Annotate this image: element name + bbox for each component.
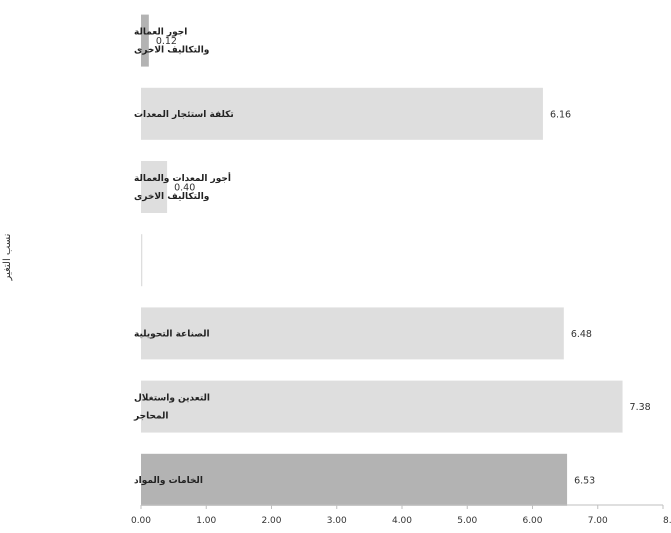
data-label-6: 6.53: [574, 475, 595, 486]
x-tick-label-1: 1.00: [196, 516, 216, 526]
bar-1: [141, 87, 543, 140]
category-label-0-line-0: اجور العمالة: [134, 28, 187, 38]
x-axis-ticks: 0.00 1.00 2.00 3.00 4.00 5.00 6.00 7.00 8.00: [131, 505, 671, 526]
x-tick-label-6: 6.00: [522, 516, 542, 526]
x-tick-label-5: 5.00: [457, 516, 477, 526]
bar-6: [141, 453, 568, 506]
bar-4: [141, 307, 564, 360]
category-label-1-line-0: تكلفة استئجار المعدات: [134, 110, 234, 120]
category-label-6-line-0: الخامات والمواد: [134, 476, 203, 486]
y-axis-title: نسب التغير: [2, 234, 13, 282]
data-label-5: 7.38: [630, 402, 651, 413]
x-tick-label-2: 2.00: [261, 516, 281, 526]
category-label-4-line-0: الصناعة التحويلية: [134, 329, 210, 339]
category-label-2-line-1: والتكاليف الاخرى: [134, 192, 209, 202]
x-tick-label-7: 7.00: [588, 516, 608, 526]
category-label-0-line-1: والتكاليف الاخرى: [134, 46, 209, 56]
data-label-1: 6.16: [550, 109, 571, 120]
bar-5: [141, 380, 623, 433]
category-label-2-line-0: أجور المعدات والعمالة: [134, 172, 231, 184]
bar-3: [141, 234, 143, 287]
bars-group: [141, 14, 623, 506]
category-label-5-line-0: التعدين واستغلال: [134, 394, 210, 404]
category-label-5-line-1: المحاجر: [133, 412, 168, 422]
y-axis-title-text: نسب التغير: [2, 234, 13, 282]
data-label-2: 0.40: [174, 183, 195, 194]
data-label-4: 6.48: [571, 329, 592, 340]
category-labels: اجور العمالة والتكاليف الاخرى تكلفة استئجا…: [133, 28, 234, 486]
bar-2: [141, 161, 168, 213]
data-label-0: 0.12: [156, 36, 177, 47]
x-tick-label-8: 8.00: [663, 516, 671, 526]
bar-0: [141, 14, 149, 67]
x-tick-label-3: 3.00: [327, 516, 347, 526]
data-labels: 0.12 6.16 0.40 6.48 7.38 6.53: [156, 36, 651, 486]
x-tick-label-0: 0.00: [131, 516, 151, 526]
x-tick-label-4: 4.00: [392, 516, 412, 526]
